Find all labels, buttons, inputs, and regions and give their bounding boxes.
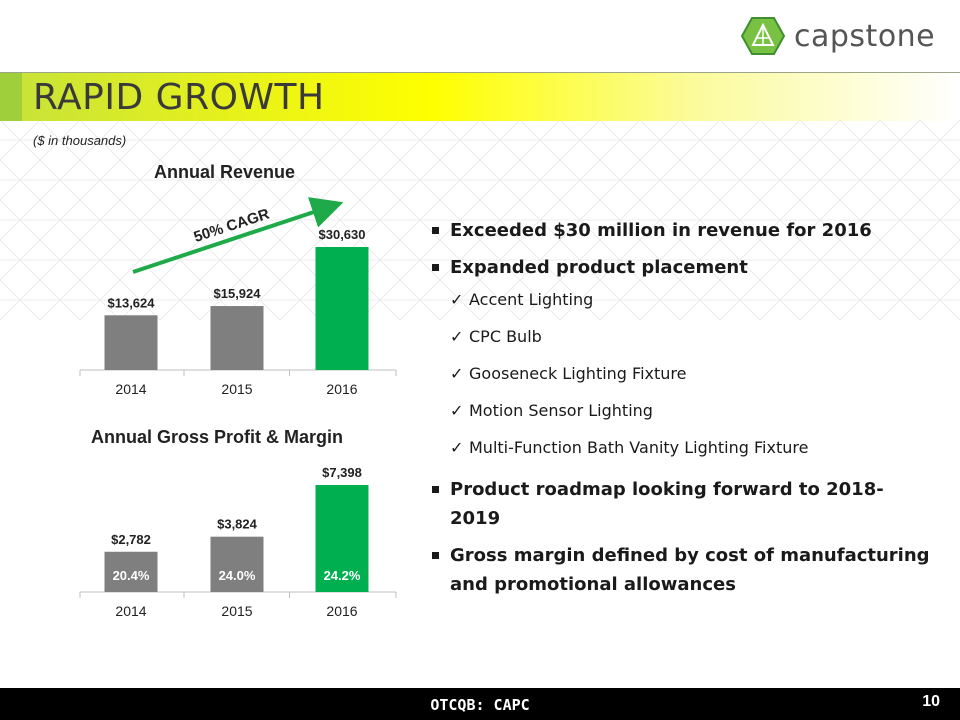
bullet-text: Product roadmap looking forward to 2018-… <box>450 479 884 529</box>
page-title: RAPID GROWTH <box>33 77 325 118</box>
sub-bullet-item: ✓ Accent Lighting <box>432 290 932 310</box>
gross-profit-value-label: $7,398 <box>322 465 362 480</box>
bullet-text: Accent Lighting <box>469 290 594 309</box>
revenue-bar-2016 <box>315 247 369 370</box>
revenue-bar-2015 <box>210 306 264 370</box>
revenue-chart-title: Annual Revenue <box>154 162 296 182</box>
checkmark-icon: ✓ <box>450 364 464 383</box>
bullet-item: Gross margin defined by cost of manufact… <box>432 541 932 599</box>
bullet-text: Multi-Function Bath Vanity Lighting Fixt… <box>469 438 809 457</box>
footer-ticker: OTCQB: CAPC <box>430 696 530 714</box>
footer-bar: OTCQB: CAPC 10 <box>0 688 960 720</box>
bullet-text: Motion Sensor Lighting <box>469 401 653 420</box>
gross-profit-margin-label: 24.2% <box>324 568 361 583</box>
gross-profit-category-label: 2016 <box>326 603 357 619</box>
bullet-text: Gross margin defined by cost of manufact… <box>450 545 930 595</box>
logo-text: capstone <box>794 18 936 54</box>
revenue-category-label: 2014 <box>115 381 146 397</box>
units-note: ($ in thousands) <box>33 133 127 148</box>
bullet-item: Expanded product placement <box>432 253 932 282</box>
bullet-list: Exceeded $30 million in revenue for 2016… <box>432 216 932 607</box>
revenue-category-label: 2015 <box>221 381 252 397</box>
capstone-logo: capstone <box>740 16 935 56</box>
gross-profit-margin-label: 20.4% <box>113 568 150 583</box>
gross-profit-bar-2015 <box>210 536 264 592</box>
sub-bullet-item: ✓ Multi-Function Bath Vanity Lighting Fix… <box>432 438 932 458</box>
page-number: 10 <box>922 693 940 710</box>
bullet-text: Exceeded $30 million in revenue for 2016 <box>450 220 872 241</box>
gross-profit-bar-2016 <box>315 485 369 592</box>
title-accent-bar <box>0 73 22 121</box>
gross-profit-category-label: 2014 <box>115 603 146 619</box>
revenue-bar-2014 <box>104 315 158 370</box>
sub-bullet-item: ✓ CPC Bulb <box>432 327 932 347</box>
revenue-value-label: $15,924 <box>214 286 262 301</box>
sub-bullet-item: ✓ Gooseneck Lighting Fixture <box>432 364 932 384</box>
checkmark-icon: ✓ <box>450 327 464 346</box>
gross-profit-value-label: $3,824 <box>217 517 258 532</box>
bullet-text: Expanded product placement <box>450 257 748 278</box>
bullet-item: Product roadmap looking forward to 2018-… <box>432 475 932 533</box>
title-band: RAPID GROWTH <box>0 72 960 121</box>
bullet-text: CPC Bulb <box>469 327 542 346</box>
revenue-category-label: 2016 <box>326 381 357 397</box>
checkmark-icon: ✓ <box>450 401 464 420</box>
gross-profit-margin-label: 24.0% <box>219 568 256 583</box>
gross-profit-category-label: 2015 <box>221 603 252 619</box>
sub-bullet-item: ✓ Motion Sensor Lighting <box>432 401 932 421</box>
revenue-value-label: $13,624 <box>108 295 156 310</box>
capstone-logo-icon <box>740 17 786 55</box>
gross-profit-value-label: $2,782 <box>111 532 151 547</box>
revenue-value-label: $30,630 <box>319 227 366 242</box>
checkmark-icon: ✓ <box>450 438 464 457</box>
gross-profit-bar-2014 <box>104 551 158 592</box>
gross-profit-chart-title: Annual Gross Profit & Margin <box>91 427 344 447</box>
checkmark-icon: ✓ <box>450 290 464 309</box>
bullet-text: Gooseneck Lighting Fixture <box>469 364 687 383</box>
cagr-arrow <box>132 197 344 274</box>
bullet-item: Exceeded $30 million in revenue for 2016 <box>432 216 932 245</box>
